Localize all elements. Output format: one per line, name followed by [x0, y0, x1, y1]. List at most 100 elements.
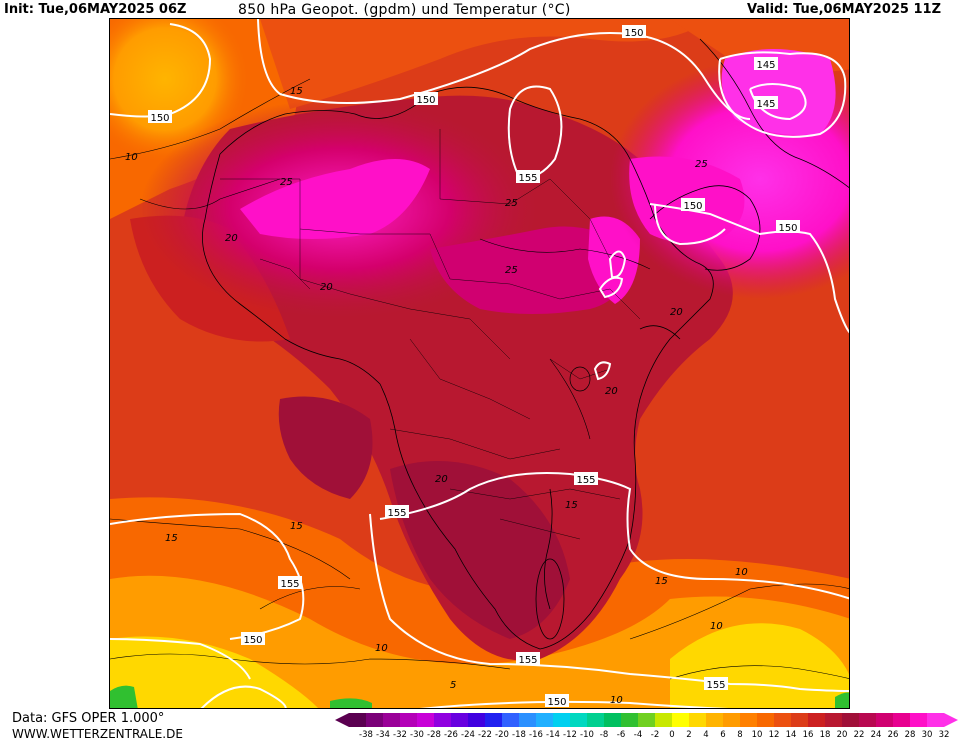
legend-swatch	[723, 713, 740, 727]
legend-swatch	[485, 713, 502, 727]
legend-tick-label: 14	[786, 730, 797, 739]
legend-swatch	[774, 713, 791, 727]
persia-core	[721, 49, 836, 135]
legend-tick-label: 22	[854, 730, 865, 739]
legend-tick-label: -22	[478, 730, 492, 739]
legend-tick-label: -34	[376, 730, 390, 739]
geopotential-label: 155	[576, 475, 595, 486]
central-dark	[278, 396, 373, 499]
geopotential-label: 150	[683, 201, 702, 212]
geopotential-label: 150	[624, 28, 643, 39]
legend-tick-label: 8	[737, 730, 742, 739]
legend-tick-label: -20	[495, 730, 509, 739]
legend-tick-label: -24	[461, 730, 475, 739]
legend-labels: -38 -34 -32 -30 -28 -26 -24 -22 -20 -18 -16 -14 -12-…	[359, 730, 949, 739]
geopotential-label-bg	[681, 198, 705, 211]
temperature-label: 10	[735, 567, 748, 578]
temperature-label: 15	[290, 86, 303, 97]
legend-tick-label: 0	[669, 730, 674, 739]
temperature-label: 25	[505, 198, 518, 209]
legend-tick-label: -26	[444, 730, 458, 739]
legend-tick-label: 20	[837, 730, 848, 739]
geopotential-label: 155	[280, 579, 299, 590]
temperature-label: 15	[655, 576, 668, 587]
geopotential-label: 150	[150, 113, 169, 124]
coastlines	[202, 38, 849, 650]
legend-tick-label: -32	[393, 730, 407, 739]
legend-swatch	[910, 713, 927, 727]
legend-swatch	[587, 713, 604, 727]
website-credit: WWW.WETTERZENTRALE.DE	[12, 727, 183, 741]
legend-swatches	[335, 713, 958, 727]
legend-tick-label: -18	[512, 730, 526, 739]
legend-tick-label: 18	[820, 730, 831, 739]
legend-swatch	[621, 713, 638, 727]
legend-swatch	[893, 713, 910, 727]
legend-tick-label: 16	[803, 730, 814, 739]
legend-tick-label: -38	[359, 730, 373, 739]
geopotential-label: 155	[706, 680, 725, 691]
legend-tick-label: 6	[720, 730, 725, 739]
legend-tick-label: -28	[427, 730, 441, 739]
ethiopia-heat	[588, 216, 640, 304]
temperature-label: 25	[695, 159, 708, 170]
legend-swatch	[468, 713, 485, 727]
geopotential-label: 150	[778, 223, 797, 234]
temperature-label: 5	[450, 680, 456, 691]
legend-swatch	[604, 713, 621, 727]
temperature-label: 10	[710, 621, 723, 632]
south-band-amber	[110, 575, 849, 708]
temperature-label: 25	[505, 265, 518, 276]
temperature-label: 20	[320, 282, 333, 293]
legend-swatch	[536, 713, 553, 727]
legend-swatch	[434, 713, 451, 727]
temperature-label: 20	[225, 233, 238, 244]
south-green-right	[835, 692, 849, 708]
legend-swatch	[876, 713, 893, 727]
legend-swatch	[400, 713, 417, 727]
legend-tick-label: -14	[546, 730, 560, 739]
legend-tick-label: 12	[769, 730, 780, 739]
south-green-mid	[330, 698, 372, 708]
color-legend: -38 -34 -32 -30 -28 -26 -24 -22 -20 -18 -16 -14 -12-…	[335, 713, 958, 739]
legend-swatch	[655, 713, 672, 727]
lake-victoria	[569, 366, 591, 392]
legend-swatch	[672, 713, 689, 727]
geopotential-label-bg	[754, 96, 778, 109]
legend-swatch	[791, 713, 808, 727]
legend-swatch	[689, 713, 706, 727]
legend-tick-label: 10	[752, 730, 763, 739]
legend-tick-label: 28	[905, 730, 916, 739]
map-panel: 150 150 150 145 145 155 150 150 155 155 155 150 155 1…	[109, 18, 850, 709]
legend-tick-label: 26	[888, 730, 899, 739]
legend-swatch	[451, 713, 468, 727]
temperature-label: 20	[435, 474, 448, 485]
legend-swatch	[842, 713, 859, 727]
geopotential-label-group: 1501501501451451551501501551551551501551…	[148, 25, 800, 708]
legend-swatch	[519, 713, 536, 727]
temperature-label: 10	[610, 695, 623, 706]
legend-swatch	[706, 713, 723, 727]
legend-tick-label: -4	[634, 730, 642, 739]
geopotential-label-bg	[754, 57, 778, 70]
geopotential-label-bg	[574, 472, 598, 485]
legend-tick-label: 32	[939, 730, 950, 739]
temperature-label: 10	[375, 643, 388, 654]
geopotential-label: 155	[518, 173, 537, 184]
temperature-contours	[110, 78, 849, 680]
valid-time: Valid: Tue,06MAY2025 11Z	[747, 2, 941, 17]
temperature-label: 20	[670, 307, 683, 318]
geopotential-label: 145	[756, 99, 775, 110]
geopotential-label-bg	[385, 505, 409, 518]
legend-tick-label: 24	[871, 730, 882, 739]
sahara-core	[240, 159, 430, 239]
legend-swatch	[553, 713, 570, 727]
geopotential-label-bg	[278, 576, 302, 589]
legend-swatch	[757, 713, 774, 727]
legend-tick-label: -6	[617, 730, 625, 739]
geopotential-label-bg	[516, 652, 540, 665]
init-time: Init: Tue,06MAY2025 06Z	[4, 2, 187, 17]
geopotential-label: 155	[387, 508, 406, 519]
legend-swatch	[808, 713, 825, 727]
geopotential-label-bg	[241, 632, 265, 645]
